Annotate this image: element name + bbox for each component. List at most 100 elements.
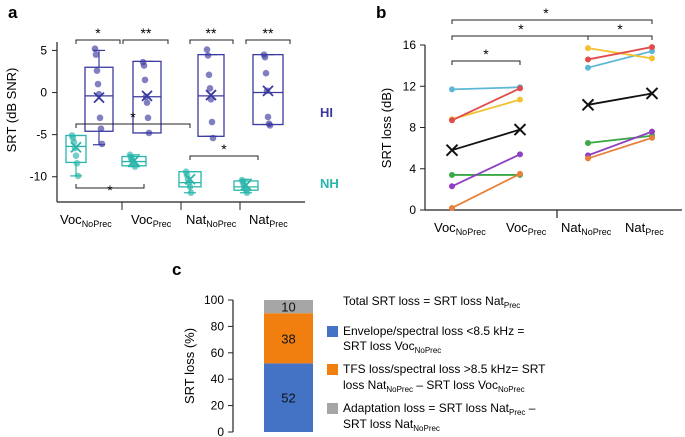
b-line-voc-0 xyxy=(451,86,521,91)
a-ytick-label-2: -5 xyxy=(36,128,47,142)
hi-mean-1 xyxy=(141,90,153,102)
bracket-nh-voc xyxy=(75,184,145,189)
hi-point-3-6 xyxy=(266,122,274,129)
a-significance-brackets xyxy=(75,39,291,189)
b-point-2-1 xyxy=(517,85,523,92)
a-ytick-label-3: -10 xyxy=(30,170,48,184)
bracket-cross xyxy=(75,123,191,128)
c-ytick-label-4: 80 xyxy=(211,319,225,333)
b-point-1-2 xyxy=(585,45,591,52)
b-line-nat-5 xyxy=(587,136,653,160)
b-point-5-0 xyxy=(449,204,455,211)
c-ytick-label-1: 20 xyxy=(211,399,225,413)
c-bar-label-1: 38 xyxy=(281,331,295,346)
hi-mean-3 xyxy=(262,85,274,97)
b-mean-line-nat xyxy=(587,92,653,106)
panel-c-y-label: SRT loss (%) xyxy=(182,328,197,404)
b-line-nat-2 xyxy=(587,46,653,61)
panel-c-chart: SRT loss (%) 0 20 40 60 80 100 52 38 10 Total S… xyxy=(182,293,546,437)
hi-point-3-4 xyxy=(264,113,272,121)
b-point-5-1 xyxy=(517,170,523,177)
b-point-5-3 xyxy=(649,134,655,141)
hi-point-0-7 xyxy=(98,140,106,148)
panel-label-b: b xyxy=(376,3,386,22)
nh-point-0-4 xyxy=(72,152,80,159)
hi-point-2-3 xyxy=(206,85,214,92)
hi-point-1-4 xyxy=(143,99,151,106)
b-ytick-label-4: 16 xyxy=(403,38,417,52)
legend-adapt-line1: Adaptation loss = SRT loss NatPrec – xyxy=(343,401,536,417)
legend-swatch-adapt xyxy=(327,403,338,414)
hi-point-2-1 xyxy=(204,52,212,59)
b-line-voc-1 xyxy=(451,98,521,121)
c-ytick-label-0: 0 xyxy=(217,425,224,437)
hi-point-2-0 xyxy=(203,46,211,53)
hi-mean-2 xyxy=(205,89,217,101)
b-mean-marker-1 xyxy=(513,123,527,136)
c-bar-segment-1 xyxy=(264,313,313,364)
b-ytick-label-3: 12 xyxy=(403,79,417,93)
hi-point-1-6 xyxy=(145,129,153,137)
nh-box-group-2 xyxy=(178,168,202,197)
hi-box-group-3 xyxy=(252,51,284,129)
b-xtick-label-2: NatNoPrec xyxy=(561,220,612,237)
a-xtick-label-2: NatNoPrec xyxy=(186,212,237,229)
b-line-nat-3 xyxy=(587,134,653,144)
nh-box-group-1 xyxy=(121,151,147,170)
bracket-hi-voc xyxy=(75,39,121,44)
nh-mean-2 xyxy=(184,173,196,185)
panel-label-a: a xyxy=(8,3,18,22)
b-point-1-1 xyxy=(517,96,523,103)
c-ytick-label-3: 60 xyxy=(211,346,225,360)
nh-point-0-6 xyxy=(74,172,82,180)
hi-point-0-6 xyxy=(97,125,105,133)
star-a-7: * xyxy=(107,182,113,198)
b-mean-marker-2 xyxy=(581,98,595,112)
hi-point-1-1 xyxy=(140,62,148,69)
a-ytick-label-1: 0 xyxy=(40,86,47,100)
bracket-hi-vocprec xyxy=(122,39,169,44)
legend-tfs-line2: loss NatNoPrec – SRT loss VocNoPrec xyxy=(343,378,525,394)
hi-point-2-6 xyxy=(209,134,217,142)
b-point-2-2 xyxy=(585,56,591,63)
c-legend: Total SRT loss = SRT loss NatPrec Envelo… xyxy=(327,294,546,433)
nh-point-2-5 xyxy=(187,189,195,197)
legend-envelope-line1: Envelope/spectral loss <8.5 kHz = xyxy=(343,324,524,338)
b-line-voc-4 xyxy=(451,153,521,188)
hi-point-1-5 xyxy=(144,114,152,122)
star-b-3: * xyxy=(617,21,623,37)
b-line-nat-0 xyxy=(587,50,653,69)
b-point-2-0 xyxy=(449,117,455,124)
legend-adapt-line2: SRT loss NatNoPrec xyxy=(343,417,440,433)
panel-a-chart: SRT (dB SNR) 5 0 -5 -10 VocNoPrec VocPrec N… xyxy=(4,25,339,229)
panel-a-y-label: SRT (dB SNR) xyxy=(4,68,19,153)
nh-box-group-3 xyxy=(233,176,259,197)
hi-point-3-2 xyxy=(262,69,270,77)
b-ytick-label-0: 0 xyxy=(409,203,416,217)
panel-b-y-label: SRT loss (dB) xyxy=(379,88,394,168)
legend-swatch-envelope xyxy=(327,326,338,337)
b-point-5-2 xyxy=(585,155,591,162)
star-a-3: ** xyxy=(206,25,217,41)
b-significance-brackets xyxy=(451,19,653,65)
star-b-1: * xyxy=(543,5,549,21)
b-point-0-0 xyxy=(449,86,455,93)
star-a-1: * xyxy=(95,25,101,41)
b-point-4-3 xyxy=(649,128,655,135)
nh-point-3-5 xyxy=(243,189,251,197)
c-bar-label-0: 52 xyxy=(281,391,295,406)
hi-point-0-5 xyxy=(96,114,104,122)
bracket-nh-nat xyxy=(189,155,259,160)
hi-point-0-1 xyxy=(92,51,100,58)
star-a-2: ** xyxy=(141,25,152,41)
b-point-4-0 xyxy=(449,183,455,190)
legend-envelope-line2: SRT loss VocNoPrec xyxy=(343,339,441,355)
hi-point-1-2 xyxy=(141,76,149,84)
bracket-b-left xyxy=(451,60,521,65)
nh-mean-0 xyxy=(70,141,82,153)
bracket-hi-nat xyxy=(189,39,234,44)
b-mean-marker-3 xyxy=(645,87,659,100)
hi-box-group-1 xyxy=(132,58,162,137)
b-mean-line-voc xyxy=(451,128,521,152)
panel-label-c: c xyxy=(172,260,181,279)
